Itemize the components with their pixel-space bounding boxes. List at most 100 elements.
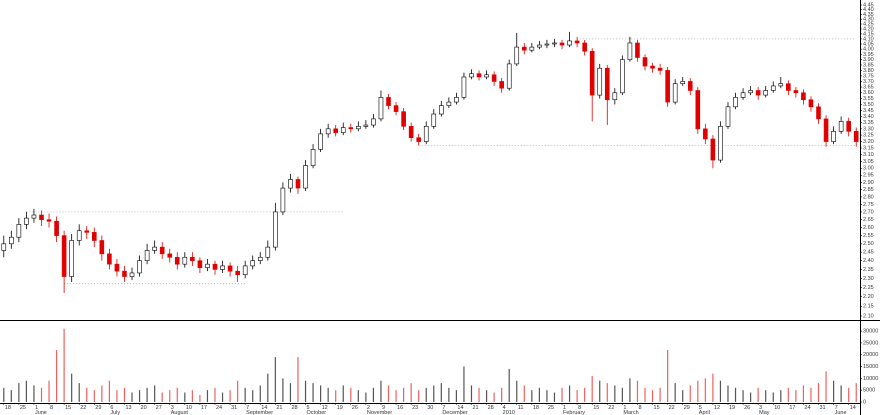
candle-body	[778, 83, 784, 87]
candle-body	[152, 246, 157, 251]
x-tick-label: 8	[638, 405, 641, 411]
candle-body	[589, 50, 595, 96]
volume-bar	[644, 387, 646, 402]
volume-bar	[259, 385, 261, 402]
candle-body	[793, 90, 799, 94]
x-tick-label: 24	[216, 405, 222, 411]
candle-body	[514, 46, 520, 65]
x-tick-label: 7	[835, 405, 838, 411]
candle-body	[76, 230, 82, 241]
volume-bar	[614, 385, 616, 402]
candle-body	[748, 90, 753, 94]
volume-bar	[402, 387, 405, 402]
month-label: September	[246, 410, 273, 415]
month-label: March	[623, 410, 638, 415]
x-tick-label: 12	[322, 405, 328, 411]
candle-body	[310, 149, 316, 166]
y-tick-label: 4.10	[863, 36, 874, 42]
y-tick-label: 2.80	[863, 194, 874, 200]
x-tick-label: 14	[261, 405, 267, 411]
candle-body	[552, 42, 557, 45]
month-label: November	[367, 410, 393, 415]
x-tick-label: 24	[804, 405, 810, 411]
volume-bar	[71, 373, 73, 402]
candle-body	[9, 236, 14, 245]
x-tick-label: 10	[186, 405, 192, 411]
candle-body	[725, 106, 731, 127]
x-tick-label: 1	[35, 405, 38, 411]
candle-body	[54, 220, 59, 236]
candle-body	[627, 42, 633, 60]
candle-body	[476, 73, 482, 78]
x-tick-label: 1	[623, 405, 626, 411]
x-tick-label: 21	[472, 405, 478, 411]
x-tick-label: 8	[578, 405, 581, 411]
candle-body	[235, 270, 240, 276]
candle-body	[846, 121, 851, 132]
candle-body	[280, 187, 286, 213]
x-tick-label: 22	[80, 405, 86, 411]
candle-body	[212, 263, 218, 270]
volume-bar	[576, 390, 578, 402]
candle-body	[340, 127, 346, 133]
volume-bar	[523, 385, 525, 402]
candle-body	[544, 43, 550, 46]
y-tick-label: 3.10	[863, 152, 874, 158]
volume-bar	[199, 394, 201, 402]
candle-body	[31, 214, 37, 219]
volume-bar	[704, 378, 706, 402]
candle-body	[39, 214, 44, 220]
x-tick-label: 17	[789, 405, 795, 411]
volume-bar	[350, 387, 352, 402]
y-tick-label: 3.80	[863, 68, 874, 74]
volume-bar	[636, 380, 639, 402]
volume-bar	[101, 385, 103, 402]
y-tick-label: 2.50	[863, 241, 874, 247]
x-tick-label: 15	[654, 405, 660, 411]
candle-body	[107, 253, 112, 265]
candle-body	[733, 97, 738, 108]
y-tick-label: 3.45	[863, 108, 874, 114]
volume-bar	[387, 385, 390, 402]
x-tick-label: 8	[50, 405, 53, 411]
y-tick-label: 10000	[863, 376, 878, 382]
y-tick-label: 0	[863, 399, 866, 405]
volume-bar	[154, 385, 156, 402]
volume-bar	[742, 390, 744, 402]
candle-body	[378, 97, 384, 120]
volume-bar	[86, 387, 88, 402]
candle-body	[386, 97, 391, 106]
x-tick-label: 29	[95, 405, 101, 411]
volume-bar	[395, 390, 397, 402]
candle-body	[257, 256, 263, 262]
volume-bar	[531, 390, 533, 402]
volume-bar	[252, 390, 254, 402]
volume-bar	[297, 357, 299, 402]
candle-body	[242, 265, 248, 276]
volume-bar	[25, 380, 28, 402]
x-tick-label: 9	[382, 405, 385, 411]
candle-body	[439, 105, 444, 115]
candle-body	[371, 118, 376, 126]
y-tick-label: 2.70	[863, 209, 874, 215]
month-label: April	[699, 410, 710, 415]
volume-bar	[372, 387, 375, 402]
y-tick-label: 2.20	[863, 294, 874, 300]
y-tick-label: 5000	[863, 388, 875, 394]
y-tick-label: 3.25	[863, 133, 874, 139]
volume-bar	[553, 392, 556, 402]
candle-body	[356, 126, 361, 130]
candle-body	[786, 83, 791, 91]
y-tick-label: 3.60	[863, 90, 874, 96]
x-tick-label: 1	[563, 405, 566, 411]
candle-body	[823, 118, 829, 142]
volume-bar	[584, 387, 586, 402]
candle-body	[122, 270, 127, 277]
volume-bar	[184, 392, 186, 402]
candle-body	[597, 67, 603, 96]
y-tick-label: 2.90	[863, 180, 874, 186]
volume-bar	[848, 387, 850, 402]
candle-body	[612, 92, 618, 101]
y-tick-label: 4.15	[863, 31, 874, 37]
